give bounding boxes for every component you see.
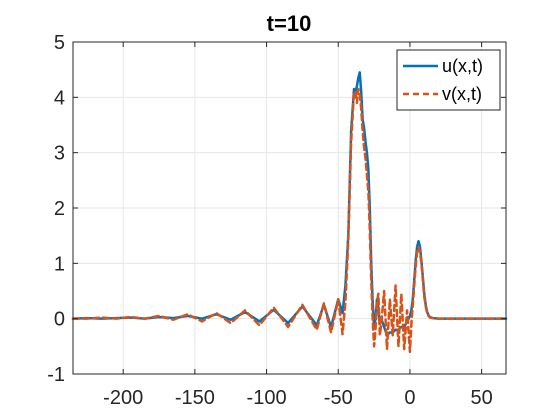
legend-label-u: u(x,t) <box>442 56 483 76</box>
series-lines <box>71 71 508 354</box>
x-tick-label: -50 <box>324 387 353 409</box>
x-tick-label: 50 <box>471 387 493 409</box>
x-tick-label: -150 <box>175 387 215 409</box>
y-tick-label: 4 <box>54 87 65 109</box>
series-line-v <box>71 87 508 354</box>
legend-box <box>396 49 501 111</box>
y-tick-label: 2 <box>54 198 65 220</box>
y-tick-label: 3 <box>54 143 65 165</box>
y-tick-label: -1 <box>47 364 65 386</box>
x-tick-label: -100 <box>247 387 287 409</box>
y-tick-label: 0 <box>54 309 65 331</box>
ticks: -200 -150 -100 -50 0 50 -1 0 1 2 3 4 5 <box>47 32 506 409</box>
legend: u(x,t) v(x,t) <box>396 49 501 111</box>
y-tick-label: 5 <box>54 32 65 54</box>
x-tick-label: -200 <box>103 387 143 409</box>
y-tick-label: 1 <box>54 253 65 275</box>
x-tick-label: 0 <box>404 387 415 409</box>
legend-label-v: v(x,t) <box>442 84 482 104</box>
chart-title: t=10 <box>267 11 312 36</box>
